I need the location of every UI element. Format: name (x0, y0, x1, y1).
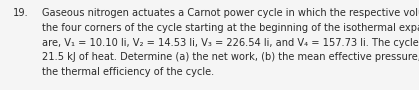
Text: 21.5 kJ of heat. Determine (a) the net work, (b) the mean effective pressure, an: 21.5 kJ of heat. Determine (a) the net w… (42, 52, 419, 62)
Text: are, V₁ = 10.10 li, V₂ = 14.53 li, V₃ = 226.54 li, and V₄ = 157.73 li. The cycle: are, V₁ = 10.10 li, V₂ = 14.53 li, V₃ = … (42, 38, 419, 48)
Text: the four corners of the cycle starting at the beginning of the isothermal expans: the four corners of the cycle starting a… (42, 23, 419, 33)
Text: the thermal efficiency of the cycle.: the thermal efficiency of the cycle. (42, 67, 214, 77)
Text: 19.: 19. (13, 8, 29, 18)
Text: Gaseous nitrogen actuates a Carnot power cycle in which the respective volumes a: Gaseous nitrogen actuates a Carnot power… (42, 8, 419, 18)
